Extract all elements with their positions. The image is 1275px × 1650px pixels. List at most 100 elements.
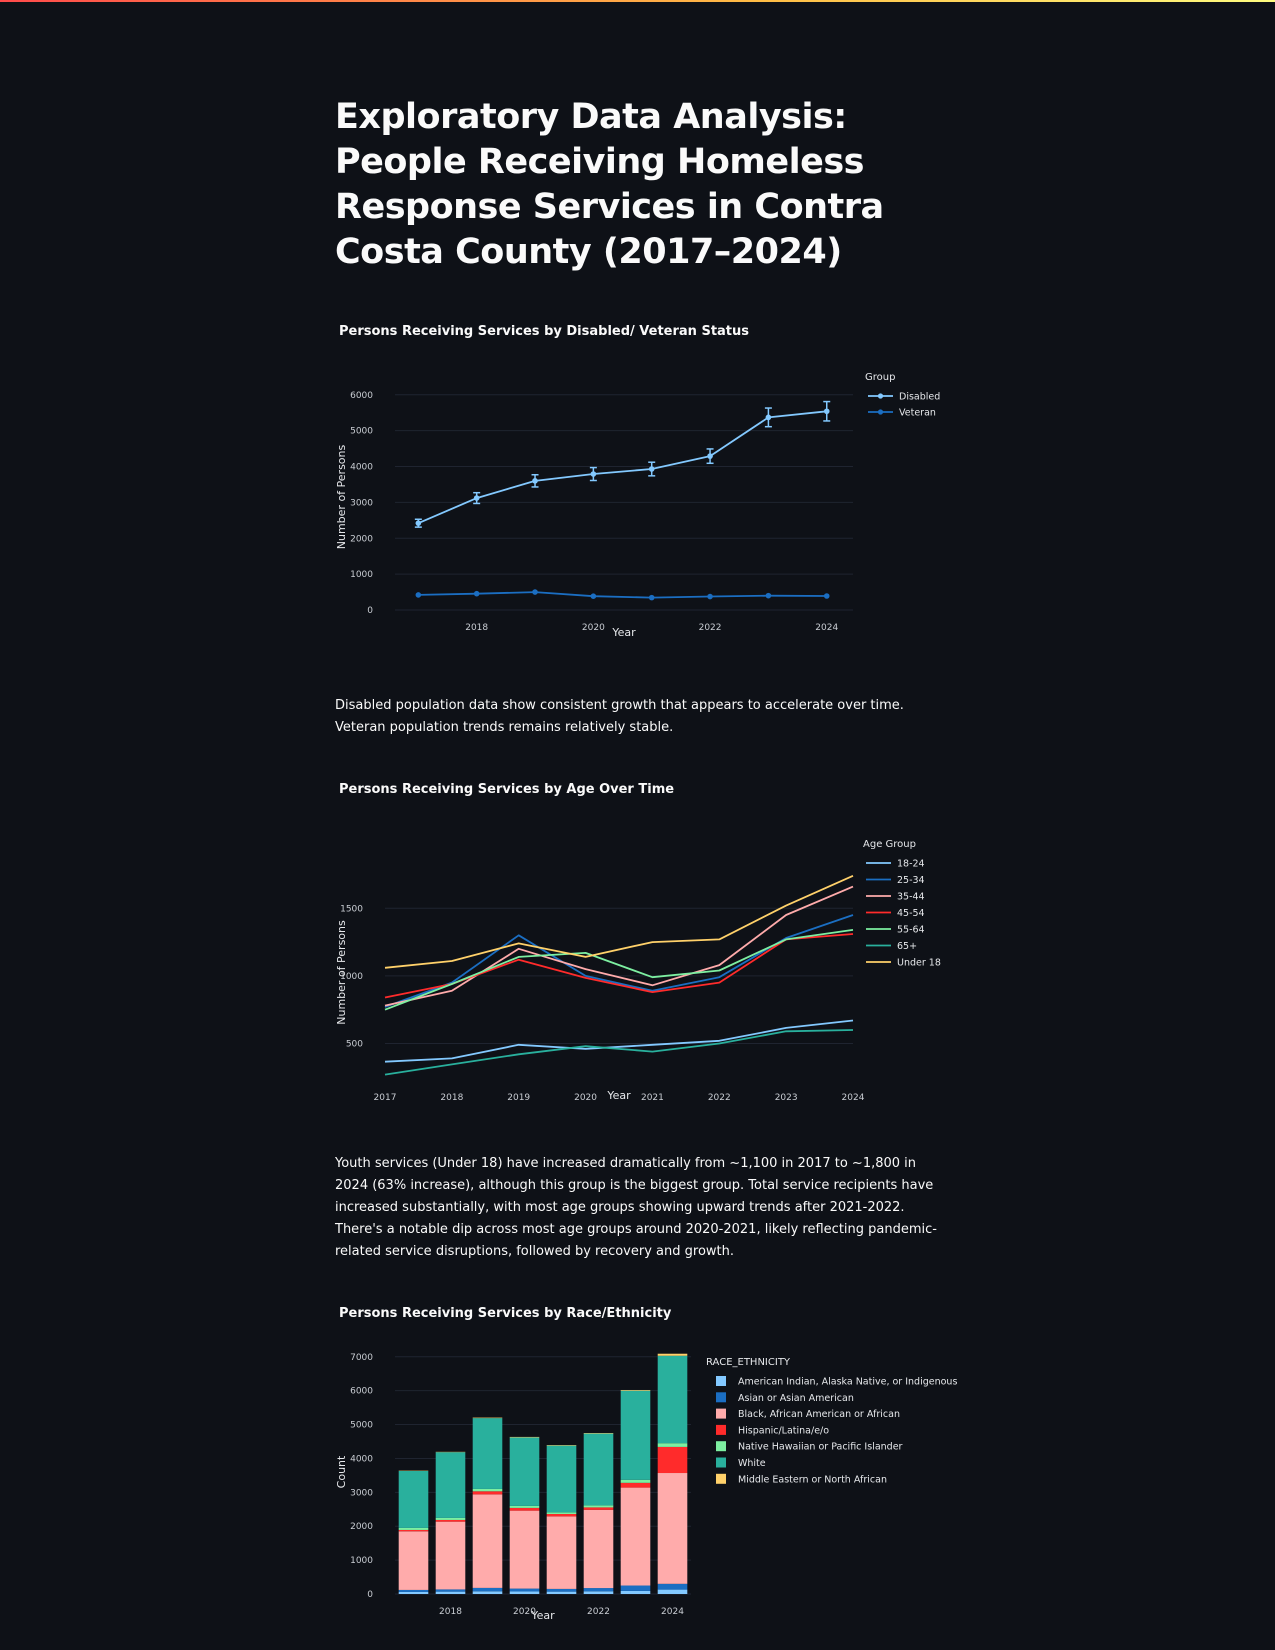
- bar-segment: [546, 1512, 577, 1515]
- bar-segment: [546, 1445, 577, 1513]
- y-tick-label: 1500: [340, 904, 363, 914]
- y-axis-label: Count: [335, 1455, 348, 1488]
- bar-segment: [509, 1507, 540, 1511]
- bar-segment: [509, 1510, 540, 1589]
- bar-segment: [435, 1517, 466, 1520]
- x-tick-label: 2020: [513, 1607, 536, 1617]
- legend-label: 65+: [897, 941, 917, 952]
- series-line: [417, 410, 827, 525]
- x-tick-label: 2020: [582, 623, 605, 633]
- data-point: [590, 471, 597, 477]
- legend-swatch: [716, 1376, 726, 1386]
- bar-segment: [546, 1514, 577, 1517]
- bar-segment: [583, 1505, 614, 1508]
- data-point: [648, 466, 655, 472]
- y-tick-label: 1000: [350, 570, 373, 580]
- chart-disabled-veteran[interactable]: 0 1000 2000 3000 4000 5000 6000 2018 2020 2022 202…: [335, 360, 940, 680]
- y-tick-label: 4000: [350, 463, 373, 473]
- y-tick-label: 6000: [350, 1387, 373, 1397]
- bar-segment: [509, 1437, 540, 1506]
- y-tick-label: 2000: [350, 1522, 373, 1532]
- bar-segment: [398, 1529, 429, 1532]
- data-point: [765, 592, 772, 599]
- bar-segment: [620, 1590, 651, 1594]
- bar-segment: [435, 1591, 466, 1594]
- series-line: [384, 929, 854, 1011]
- legend-label: Middle Eastern or North African: [738, 1474, 887, 1485]
- bar-segment: [546, 1588, 577, 1592]
- bar-segment: [657, 1473, 688, 1584]
- legend-title: Group: [865, 372, 895, 383]
- y-tick-label: 1000: [350, 1556, 373, 1566]
- legend-label: White: [738, 1458, 766, 1469]
- legend-label: Veteran: [899, 408, 936, 419]
- bar-segment: [620, 1390, 651, 1480]
- x-tick-label: 2023: [775, 1093, 798, 1103]
- legend-label: Native Hawaiian or Pacific Islander: [738, 1442, 903, 1453]
- y-tick-label: 1000: [340, 972, 363, 982]
- y-tick-label: 0: [367, 606, 373, 616]
- bar-segment: [620, 1479, 651, 1483]
- paragraph-disabled-veteran: Disabled population data show consistent…: [335, 698, 904, 735]
- x-axis-label: Year: [606, 1089, 631, 1102]
- x-tick-label: 2024: [661, 1607, 684, 1617]
- bar-segment: [657, 1353, 688, 1356]
- bar-segment: [398, 1527, 429, 1530]
- series-line: [384, 885, 854, 1007]
- x-tick-label: 2019: [507, 1093, 530, 1103]
- x-axis-label: Year: [611, 626, 636, 639]
- legend-label: 45-54: [897, 908, 925, 919]
- top-decoration-bar: [0, 0, 1275, 2]
- chart-title-age: Persons Receiving Services by Age Over T…: [339, 782, 675, 797]
- y-tick-label: 4000: [350, 1454, 373, 1464]
- page-title: Exploratory Data Analysis: People Receiv…: [335, 97, 884, 272]
- bar-segment: [620, 1487, 651, 1586]
- series-line: [384, 874, 854, 969]
- data-point: [415, 520, 422, 526]
- y-tick-label: 500: [346, 1039, 363, 1049]
- bar-segment: [472, 1494, 503, 1588]
- bar-segment: [509, 1436, 540, 1438]
- legend-label: Asian or Asian American: [738, 1393, 854, 1404]
- x-tick-label: 2024: [842, 1093, 865, 1103]
- data-point: [765, 414, 772, 421]
- bar-segment: [472, 1587, 503, 1592]
- y-tick-label: 5000: [350, 427, 373, 437]
- bar-segment: [583, 1591, 614, 1594]
- bar-segment: [546, 1445, 577, 1446]
- legend-label: 55-64: [897, 925, 925, 936]
- data-point: [473, 590, 480, 597]
- bar-segment: [583, 1433, 614, 1434]
- x-tick-label: 2022: [708, 1093, 731, 1103]
- bar-segment: [583, 1588, 614, 1592]
- data-point: [707, 453, 713, 459]
- legend-label: Hispanic/Latina/e/o: [738, 1425, 829, 1436]
- chart-age-over-time[interactable]: 500 1000 1500 2017 2018 2019 2020 2021 2022 2023 2…: [335, 830, 941, 1150]
- bar-segment: [509, 1588, 540, 1592]
- series-line: [384, 1029, 854, 1076]
- legend-swatch: [716, 1408, 726, 1419]
- bar-segment: [398, 1470, 429, 1528]
- chart-race-ethnicity[interactable]: 0 1000 2000 3000 4000 5000 6000 7000 2018 2020 202…: [335, 1350, 957, 1650]
- data-point: [823, 408, 830, 415]
- legend-label: American Indian, Alaska Native, or Indig…: [738, 1377, 957, 1388]
- bar-segment: [583, 1433, 614, 1506]
- legend-marker: [877, 409, 884, 415]
- data-point: [473, 495, 480, 501]
- bar-segment: [472, 1488, 503, 1492]
- bar-segment: [472, 1491, 503, 1495]
- bar-segment: [398, 1591, 429, 1594]
- legend-label: 25-34: [897, 875, 925, 886]
- bar-segment: [620, 1585, 651, 1591]
- data-point: [648, 594, 655, 601]
- bar-segment: [472, 1418, 503, 1489]
- bar-segment: [509, 1505, 540, 1508]
- y-tick-label: 0: [367, 1590, 373, 1600]
- y-axis-label: Number of Persons: [335, 444, 348, 549]
- legend-label: Under 18: [897, 958, 941, 969]
- bar-segment: [657, 1589, 688, 1594]
- bar-segment: [620, 1482, 651, 1488]
- data-point: [823, 593, 830, 599]
- legend-swatch: [716, 1457, 726, 1468]
- bar-segment: [657, 1583, 688, 1590]
